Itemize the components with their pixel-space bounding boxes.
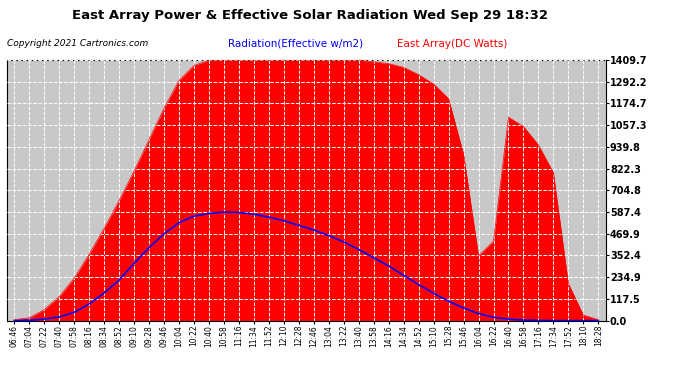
Text: East Array(DC Watts): East Array(DC Watts) bbox=[397, 39, 507, 49]
Text: Radiation(Effective w/m2): Radiation(Effective w/m2) bbox=[228, 39, 363, 49]
Text: East Array Power & Effective Solar Radiation Wed Sep 29 18:32: East Array Power & Effective Solar Radia… bbox=[72, 9, 549, 22]
Text: Copyright 2021 Cartronics.com: Copyright 2021 Cartronics.com bbox=[7, 39, 148, 48]
